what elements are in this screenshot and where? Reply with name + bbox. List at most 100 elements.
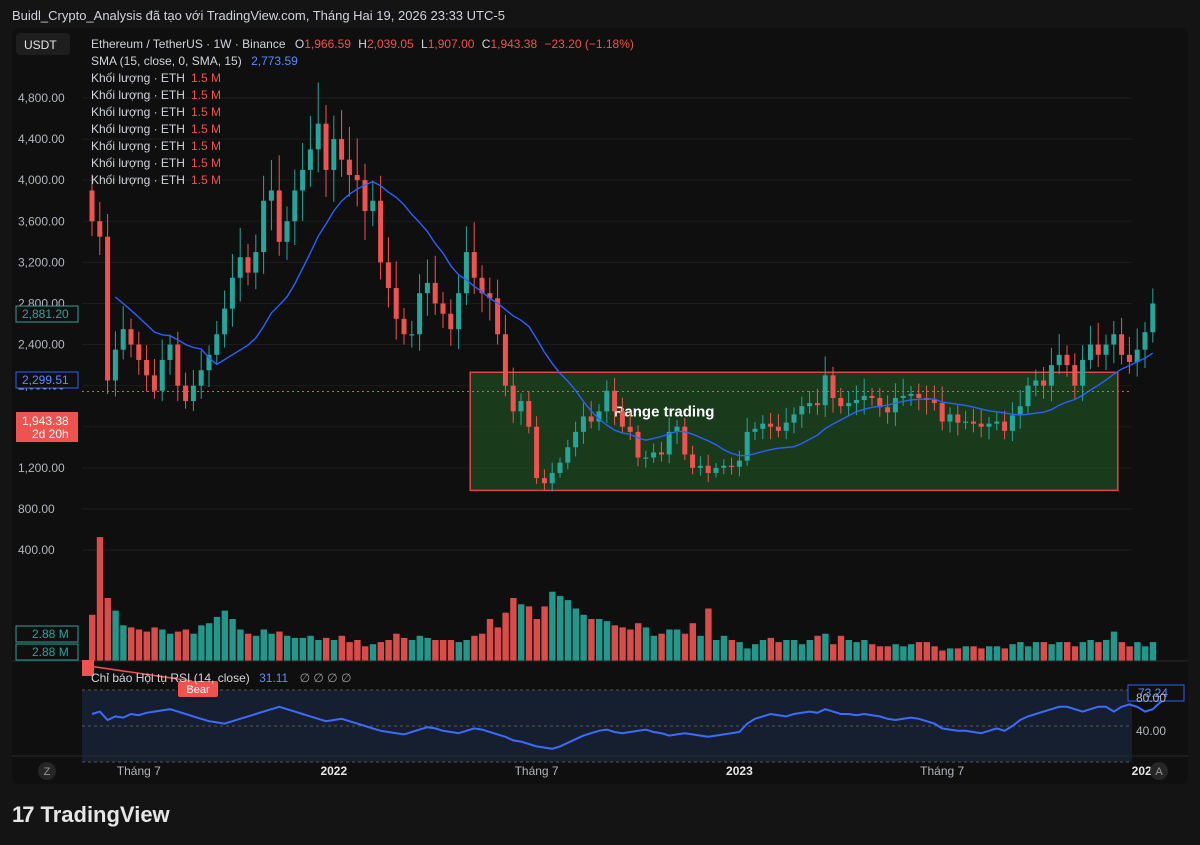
legend-c-label: C (482, 37, 491, 51)
volume-bar (557, 595, 564, 661)
volume-bar (307, 635, 314, 661)
candle-body (955, 414, 961, 423)
volume-bar (814, 635, 821, 661)
candle-body (1119, 334, 1125, 355)
volume-bar (947, 648, 954, 661)
volume-bar (970, 646, 977, 661)
candle-body (846, 403, 852, 407)
candle-body (760, 423, 766, 429)
candle-body (721, 465, 727, 468)
volume-bar (1110, 631, 1118, 661)
rsi-label: Chỉ báo Hội tụ RSI (14, close) (91, 671, 250, 685)
header-caption-bar: Buidl_Crypto_Analysis đã tạo với Trading… (0, 0, 1200, 32)
volume-bar (752, 644, 759, 661)
candle-body (401, 318, 407, 335)
candle-body (214, 334, 220, 355)
candle-body (378, 200, 384, 263)
candle-body (970, 421, 976, 424)
rsi-tick-40: 40.00 (1136, 724, 1166, 738)
candle-body (300, 169, 306, 191)
candle-body (877, 397, 883, 408)
zoom-button[interactable]: Z (44, 766, 51, 778)
candle-body (705, 465, 711, 473)
candle-body (89, 190, 95, 222)
auto-scale-button-circle[interactable] (1150, 762, 1168, 780)
candle-body (409, 334, 415, 336)
volume-bar (159, 629, 166, 661)
auto-scale-button[interactable]: A (1155, 766, 1163, 778)
zoom-button-circle[interactable] (38, 762, 56, 780)
volume-legend-row: Khối lượng · ETH 1.5 M (91, 71, 221, 85)
candle-body (853, 400, 859, 404)
x-tick-label: Tháng 7 (515, 764, 559, 778)
candle-body (994, 421, 1000, 424)
volume-bar (1134, 642, 1141, 661)
volume-bar (1149, 642, 1157, 661)
volume-bar (237, 629, 244, 661)
volume-bar (1095, 642, 1102, 661)
footer: 17 TradingView (12, 800, 170, 830)
candle-body (261, 200, 267, 253)
volume-bar (354, 640, 361, 661)
candle-body (346, 159, 352, 176)
volume-bar (642, 627, 650, 661)
candle-body (1142, 332, 1148, 350)
volume-bar (962, 646, 969, 661)
volume-bar (268, 633, 275, 661)
candle-body (775, 426, 781, 431)
y-tick-label: 400.00 (18, 543, 55, 557)
candle-body (541, 478, 547, 484)
volume-bar (978, 648, 985, 661)
tag-sma: 2,299.51 (22, 373, 69, 387)
volume-bar (689, 623, 696, 661)
candle-body (424, 282, 430, 294)
candle-body (596, 411, 602, 422)
x-tick-label: 2022 (320, 764, 347, 778)
volume-bar (362, 646, 369, 661)
candle-body (307, 149, 313, 170)
volume-legend-value: 1.5 M (191, 71, 221, 85)
candle-body (729, 465, 735, 467)
candle-body (1064, 354, 1070, 366)
rsi-current-tag-bg (1127, 684, 1185, 702)
volume-bar (401, 637, 408, 661)
y-tick-label: 2,400.00 (18, 338, 65, 352)
tag-upper-bg (15, 305, 79, 323)
volume-legend: Khối lượng · ETH 1.5 M Khối lượng · ETH 1.5… (91, 71, 221, 187)
volume-bar (697, 635, 704, 661)
volume-bar (869, 644, 876, 661)
tag-vol1-bg (15, 625, 79, 643)
volume-bar (791, 640, 798, 661)
volume-bar (479, 633, 486, 661)
candle-body (339, 139, 345, 160)
volume-bar (705, 608, 712, 661)
volume-bar (767, 637, 774, 661)
candle-body (1134, 349, 1140, 363)
candle-body (869, 395, 875, 398)
volume-bar (713, 640, 720, 661)
volume-bar (151, 627, 158, 661)
currency-button-bg[interactable] (16, 33, 70, 55)
candle-body (557, 462, 563, 473)
volume-bar (167, 633, 174, 661)
volume-legend-row: Khối lượng · ETH 1.5 M (91, 122, 221, 136)
rsi-current-tag: 73.24 (1138, 686, 1168, 700)
rsi-levels (82, 689, 1132, 763)
chart-svg[interactable]: 400.00800.001,200.001,600.002,000.002,40… (12, 28, 1188, 784)
currency-button[interactable]: USDT (24, 38, 57, 52)
volume-bar (783, 640, 790, 661)
candle-body (471, 252, 477, 278)
volume-bar (798, 644, 806, 661)
volume-bar (112, 610, 119, 661)
candlesticks (89, 82, 1156, 492)
candle-body (237, 257, 243, 278)
candle-body (1095, 344, 1101, 355)
candle-body (1017, 406, 1023, 416)
volume-bar (1071, 646, 1079, 661)
legend-h-label: H (358, 37, 367, 51)
volume-bar (931, 646, 938, 661)
candle-body (838, 397, 844, 407)
volume-bar (666, 629, 673, 661)
candle-body (1033, 380, 1039, 386)
candle-body (502, 334, 508, 386)
